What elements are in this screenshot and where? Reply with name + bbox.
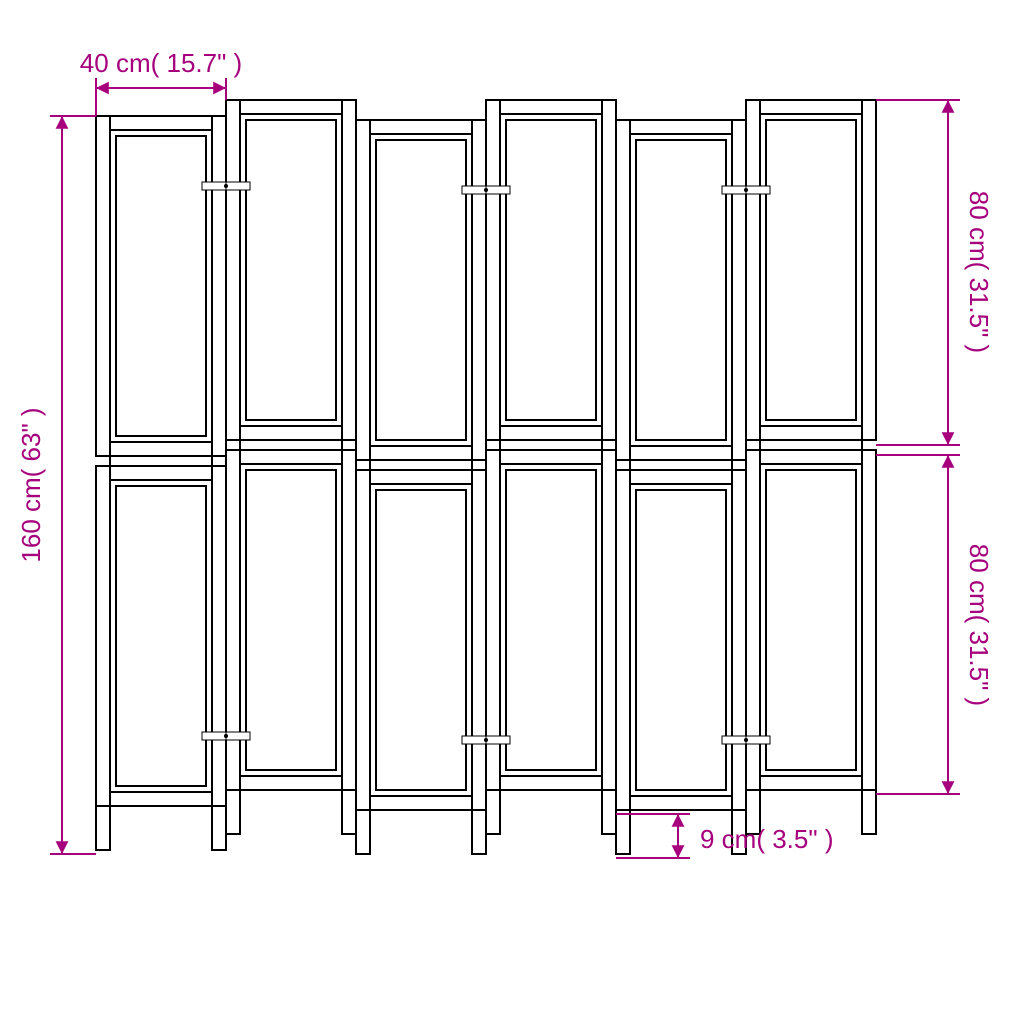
dim-upper-half-label: 80 cm( 31.5" ) <box>964 191 994 353</box>
dim-panel-width-label: 40 cm( 15.7" ) <box>80 48 242 78</box>
room-divider-outline <box>96 100 876 854</box>
dim-panel-width: 40 cm( 15.7" ) <box>80 48 242 116</box>
dim-total-height: 160 cm( 63" ) <box>16 116 96 854</box>
dim-total-height-label: 160 cm( 63" ) <box>16 407 46 562</box>
dim-upper-half: 80 cm( 31.5" ) <box>876 100 994 445</box>
dim-lower-half: 80 cm( 31.5" ) <box>876 455 994 794</box>
dimension-drawing: 40 cm( 15.7" ) 160 cm( 63" ) 80 cm( 31.5… <box>0 0 1024 1024</box>
dim-leg-height: 9 cm( 3.5" ) <box>616 814 833 858</box>
dim-lower-half-label: 80 cm( 31.5" ) <box>964 544 994 706</box>
dim-leg-height-label: 9 cm( 3.5" ) <box>700 824 833 854</box>
